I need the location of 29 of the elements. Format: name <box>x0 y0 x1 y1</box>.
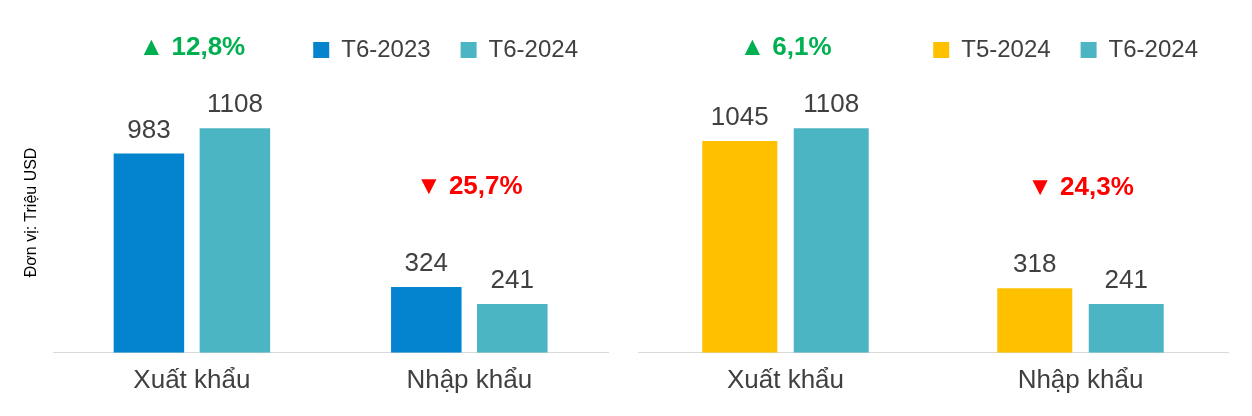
bar <box>702 140 778 353</box>
data-label: 241 <box>490 264 534 295</box>
legend-label: T6-2024 <box>1108 34 1198 62</box>
x-tick-label: Xuất khẩu <box>726 363 845 394</box>
x-tick-label: Xuất khẩu <box>133 363 251 394</box>
data-label: 1108 <box>206 88 263 119</box>
bar <box>477 303 548 353</box>
bar <box>113 153 185 353</box>
legend-label: T6-2023 <box>341 34 431 62</box>
legend-label: T6-2024 <box>488 34 578 62</box>
text: ▲ 12,8% <box>138 31 246 62</box>
data-label: 1108 <box>803 88 860 119</box>
bar <box>1088 303 1164 353</box>
data-label: 318 <box>1013 248 1057 279</box>
y-axis-title: Đơn vị: Triệu USD <box>22 147 40 278</box>
x-tick-label: Nhập khẩu <box>406 363 533 394</box>
bar <box>391 287 462 353</box>
data-label: 324 <box>404 247 448 278</box>
bar <box>793 128 869 353</box>
legend-label: T5-2024 <box>961 34 1051 62</box>
x-tick-label: Nhập khẩu <box>1017 363 1144 394</box>
data-label: 241 <box>1104 264 1148 295</box>
data-label: 983 <box>127 113 171 144</box>
data-label: 1045 <box>710 101 769 132</box>
bar <box>997 288 1073 353</box>
text: ▲ 6,1% <box>739 31 832 62</box>
annotation: ▼ 25,7% <box>415 170 523 201</box>
bar <box>199 128 271 353</box>
annotation: ▼ 24,3% <box>1027 171 1134 202</box>
